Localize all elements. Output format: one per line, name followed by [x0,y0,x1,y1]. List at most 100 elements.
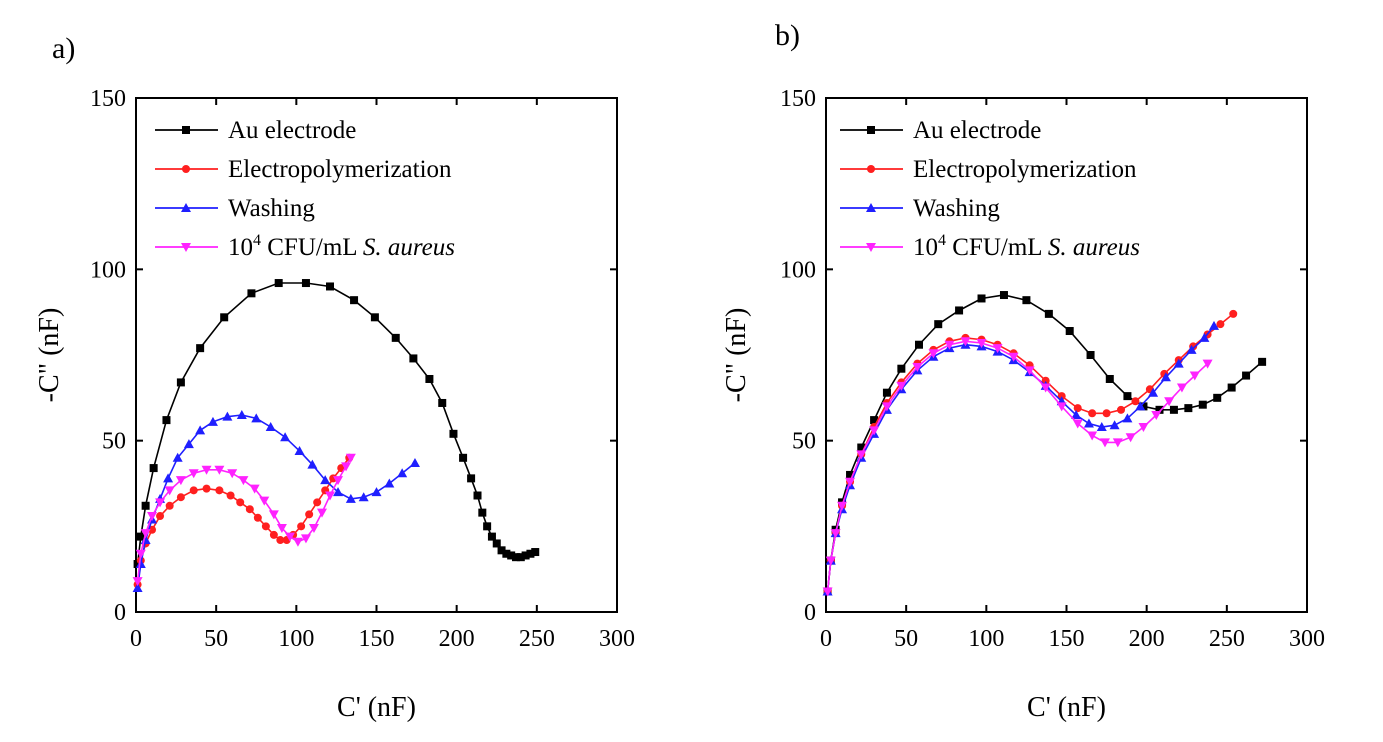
data-point [1105,374,1114,383]
x-tick-label: 250 [519,626,555,652]
data-point [147,512,158,522]
data-point [226,491,235,500]
data-point [425,374,434,383]
data-point [516,553,525,562]
x-axis-label: C' (nF) [337,692,416,723]
data-point [497,546,506,555]
legend-label: Au electrode [913,117,1041,144]
data-point [1227,383,1236,392]
data-point [1088,409,1097,418]
legend: Au electrode Electropolymerization Washing… [155,117,455,261]
data-point [236,498,245,507]
data-point [1071,409,1082,419]
data-point [1099,438,1110,448]
data-point [1087,431,1098,441]
data-point [320,475,331,485]
data-point [1138,422,1149,432]
series-line [826,313,1234,592]
x-tick-label: 100 [278,626,314,652]
data-point [313,498,322,507]
data-point [1155,405,1164,414]
data-point [220,313,229,322]
data-point [1151,410,1162,420]
data-point [1176,383,1187,393]
data-point [928,349,939,359]
data-point [1112,438,1123,448]
data-point [944,340,955,350]
data-point [276,536,285,545]
data-point [253,513,262,522]
data-point [141,501,150,510]
data-point [274,279,283,288]
data-point [307,459,318,469]
data-point [268,510,279,520]
data-point [172,452,183,462]
data-point [507,551,516,560]
data-point [1065,327,1074,336]
data-point [1057,392,1066,401]
data-point [297,522,306,531]
data-point [370,313,379,322]
data-point [245,505,254,514]
data-point [391,333,400,342]
data-point [882,388,891,397]
data-point [175,476,186,486]
data-point [1186,344,1197,354]
data-point [870,416,879,425]
data-point [825,556,836,566]
data-point [1123,392,1132,401]
data-point [1229,309,1238,318]
data-point [531,548,540,557]
data-point [934,320,943,329]
data-point [305,510,314,519]
data-point [284,532,295,542]
data-point [881,402,892,412]
series-3 [132,453,356,587]
data-point [358,492,369,502]
data-point [333,476,344,486]
data-point [1117,405,1126,414]
data-point [1258,357,1267,366]
data-point [165,501,174,510]
data-point [511,553,520,562]
data-point [189,486,198,495]
data-point [136,532,145,541]
data-point [251,413,262,423]
legend-label: 104 CFU/mL S. aureus [913,232,1140,261]
data-point [467,474,476,483]
data-point [846,470,855,479]
x-tick-label: 300 [599,626,635,652]
legend-item: Au electrode [840,117,1041,144]
y-tick-label: 50 [102,429,126,455]
legend-marker [182,165,190,173]
data-point [1102,409,1111,418]
data-point [976,339,987,349]
data-point [977,294,986,303]
data-point [259,496,270,506]
data-point [163,473,174,483]
data-point [1125,433,1136,443]
x-tick-label: 0 [820,626,832,652]
data-point [397,468,408,478]
legend-label: Washing [913,195,1000,222]
data-point [135,559,146,569]
data-point [1109,420,1120,430]
y-tick-label: 0 [804,600,816,626]
legend-marker [866,243,876,252]
x-tick-label: 250 [1209,626,1245,652]
data-point [176,378,185,387]
data-point [1209,320,1220,330]
legend-label: 104 CFU/mL S. aureus [228,232,455,261]
data-point [276,524,287,534]
legend-item: Au electrode [155,117,356,144]
data-point [164,486,175,496]
legend-marker [866,203,876,212]
data-point [132,583,143,593]
data-point [1073,404,1082,413]
y-tick-label: 50 [792,429,816,455]
series-0 [133,279,540,569]
data-point [845,477,856,487]
data-point [1040,383,1051,393]
x-tick-label: 0 [130,626,142,652]
data-point [409,354,418,363]
